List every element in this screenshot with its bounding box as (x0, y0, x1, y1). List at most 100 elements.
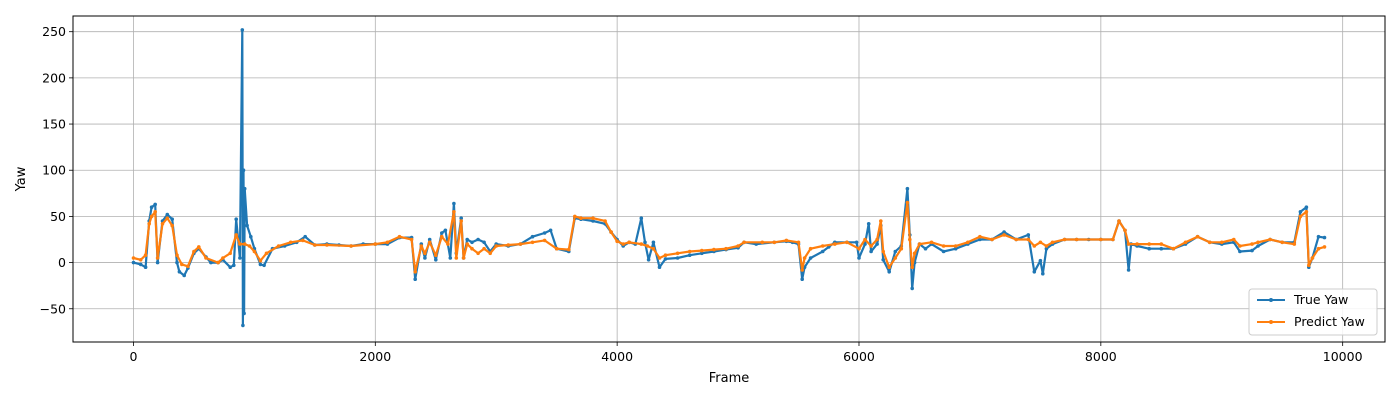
data-point-predict-yaw (131, 256, 136, 260)
data-point-predict-yaw (1256, 240, 1260, 245)
data-point-predict-yaw (149, 214, 154, 219)
data-point-predict-yaw (419, 244, 424, 248)
data-point-predict-yaw (288, 240, 293, 245)
data-point-predict-yaw (238, 242, 242, 246)
legend-marker-predict-yaw (1269, 320, 1273, 324)
data-point-predict-yaw (1183, 240, 1188, 245)
data-point-predict-yaw (1135, 242, 1139, 246)
data-point-true-yaw (1041, 271, 1045, 276)
data-point-predict-yaw (1159, 242, 1164, 246)
data-point-true-yaw (875, 242, 879, 246)
data-point-predict-yaw (247, 244, 252, 248)
data-point-true-yaw (234, 217, 238, 221)
data-point-predict-yaw (454, 256, 459, 260)
legend-label-predict-yaw: Predict Yaw (1294, 314, 1365, 329)
data-point-predict-yaw (1292, 242, 1297, 246)
data-point-predict-yaw (1074, 237, 1079, 242)
data-point-predict-yaw (615, 239, 619, 244)
data-point-predict-yaw (276, 244, 281, 248)
data-point-predict-yaw (542, 238, 547, 243)
data-point-true-yaw (542, 231, 547, 235)
data-point-predict-yaw (1207, 240, 1212, 245)
data-point-true-yaw (700, 251, 704, 256)
data-point-predict-yaw (760, 240, 765, 245)
data-point-true-yaw (232, 263, 236, 268)
data-point-true-yaw (1316, 234, 1321, 239)
data-point-predict-yaw (1123, 228, 1127, 233)
data-point-predict-yaw (1099, 237, 1103, 242)
x-tick-label: 6000 (843, 349, 875, 364)
data-point-predict-yaw (1322, 245, 1327, 249)
data-point-predict-yaw (192, 249, 196, 254)
data-point-true-yaw (482, 240, 486, 245)
data-point-predict-yaw (1232, 237, 1236, 242)
series-line-predict-yaw (133, 201, 1325, 273)
data-point-predict-yaw (465, 242, 470, 246)
data-point-predict-yaw (446, 242, 450, 246)
data-point-predict-yaw (978, 234, 982, 239)
data-point-predict-yaw (796, 240, 801, 245)
data-point-predict-yaw (627, 240, 631, 245)
data-point-predict-yaw (863, 237, 867, 242)
data-point-predict-yaw (573, 214, 577, 219)
data-point-predict-yaw (1026, 237, 1031, 242)
data-point-predict-yaw (687, 249, 692, 254)
y-tick-label: 250 (42, 24, 66, 39)
data-point-true-yaw (258, 262, 263, 267)
data-point-predict-yaw (899, 246, 904, 251)
data-point-predict-yaw (186, 264, 190, 269)
data-point-true-yaw (651, 240, 656, 245)
data-point-true-yaw (440, 231, 444, 235)
plot-frame (72, 15, 1386, 343)
data-point-true-yaw (1044, 246, 1049, 251)
data-point-predict-yaw (990, 237, 994, 242)
data-point-predict-yaw (772, 240, 777, 245)
data-point-predict-yaw (953, 244, 958, 248)
data-point-predict-yaw (385, 240, 390, 245)
data-point-predict-yaw (1111, 237, 1115, 242)
data-point-predict-yaw (893, 256, 898, 260)
data-point-predict-yaw (1014, 237, 1018, 242)
data-point-predict-yaw (908, 237, 912, 242)
data-point-predict-yaw (1268, 237, 1272, 242)
data-point-true-yaw (881, 258, 885, 262)
data-point-predict-yaw (160, 222, 165, 226)
y-tick-label: 0 (58, 255, 66, 270)
data-point-predict-yaw (1117, 219, 1121, 223)
data-point-true-yaw (663, 257, 668, 261)
data-point-predict-yaw (413, 270, 418, 274)
data-point-true-yaw (175, 260, 179, 265)
data-point-true-yaw (923, 246, 928, 251)
data-point-predict-yaw (881, 249, 885, 254)
data-point-predict-yaw (234, 233, 238, 237)
data-point-true-yaw (249, 234, 253, 239)
data-point-predict-yaw (423, 251, 427, 256)
data-point-predict-yaw (1126, 242, 1131, 246)
data-point-predict-yaw (482, 246, 486, 251)
data-point-true-yaw (1038, 258, 1043, 263)
y-tick-label: 200 (42, 70, 66, 85)
y-axis-label: Yaw (14, 166, 29, 192)
data-point-true-yaw (591, 219, 595, 223)
data-point-predict-yaw (180, 262, 184, 267)
data-point-predict-yaw (929, 240, 934, 245)
data-point-true-yaw (808, 256, 813, 260)
data-point-true-yaw (149, 205, 154, 209)
data-point-predict-yaw (800, 268, 804, 272)
data-point-predict-yaw (875, 237, 879, 242)
data-point-predict-yaw (1002, 233, 1006, 237)
data-point-true-yaw (427, 237, 432, 242)
data-point-predict-yaw (603, 219, 607, 223)
data-point-true-yaw (1304, 205, 1309, 209)
data-point-predict-yaw (313, 243, 317, 247)
data-point-predict-yaw (621, 242, 625, 246)
data-point-predict-yaw (700, 248, 704, 253)
data-point-predict-yaw (252, 249, 257, 254)
data-point-predict-yaw (645, 244, 650, 248)
data-point-predict-yaw (434, 253, 438, 257)
data-point-predict-yaw (887, 265, 891, 270)
data-point-predict-yaw (1062, 237, 1067, 242)
data-point-true-yaw (262, 263, 266, 268)
data-point-true-yaw (643, 240, 647, 245)
data-point-true-yaw (639, 216, 644, 220)
